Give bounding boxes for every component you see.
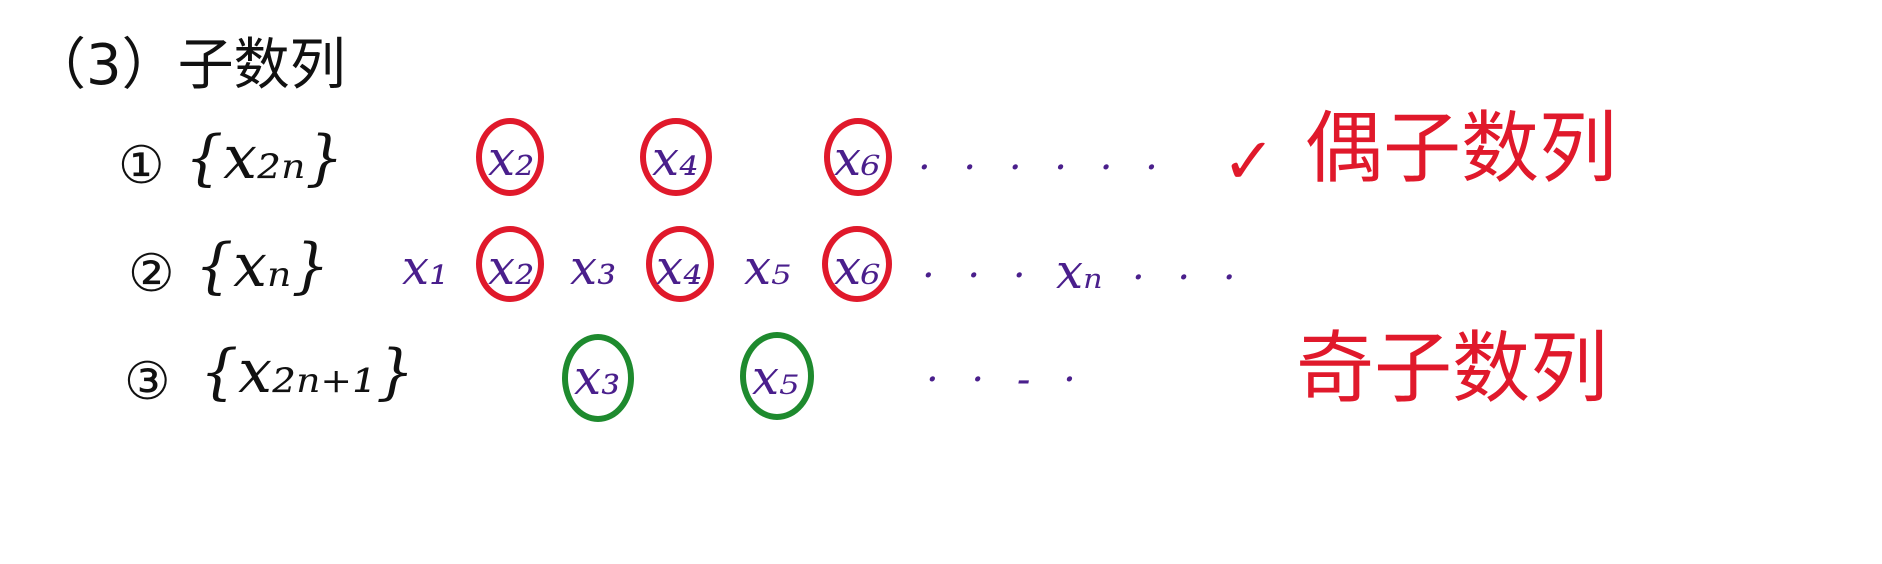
ellipsis: · · - · (926, 357, 1086, 403)
red-circle (476, 226, 544, 302)
term: x₂ (488, 240, 535, 296)
sequence-notation: {xₙ} (195, 231, 330, 301)
term: x₃ (574, 350, 621, 406)
term: x₁ (402, 240, 449, 296)
term: x₅ (744, 240, 791, 296)
ellipsis: · · · (922, 253, 1036, 299)
ellipsis: · · · · · · (918, 145, 1168, 191)
red-circle (476, 118, 544, 196)
red-circle (822, 226, 892, 302)
row-number: ③ (124, 352, 171, 412)
sequence-notation: {x₂ₙ₊₁} (200, 337, 415, 407)
red-circle (646, 226, 714, 302)
term: x₄ (652, 131, 699, 187)
subsequence-label: 奇子数列 (1296, 324, 1609, 414)
term: x₅ (752, 350, 799, 406)
term-n: xₙ (1056, 244, 1103, 300)
section-heading: （3）子数列 (30, 33, 346, 98)
red-circle (640, 118, 712, 196)
term: x₃ (570, 240, 617, 296)
sequence-notation: {x₂ₙ} (185, 123, 344, 193)
row-number: ① (118, 136, 165, 196)
check-mark: ✓ (1222, 125, 1276, 199)
ellipsis: · · · (1132, 255, 1246, 301)
red-circle (824, 118, 892, 196)
term: x₂ (488, 131, 535, 187)
subsequence-label: 偶子数列 (1305, 104, 1618, 194)
term: x₆ (834, 131, 881, 187)
green-circle (740, 332, 814, 420)
green-circle (562, 334, 634, 422)
row-number: ② (128, 244, 175, 304)
term: x₆ (834, 240, 881, 296)
term: x₄ (656, 240, 703, 296)
